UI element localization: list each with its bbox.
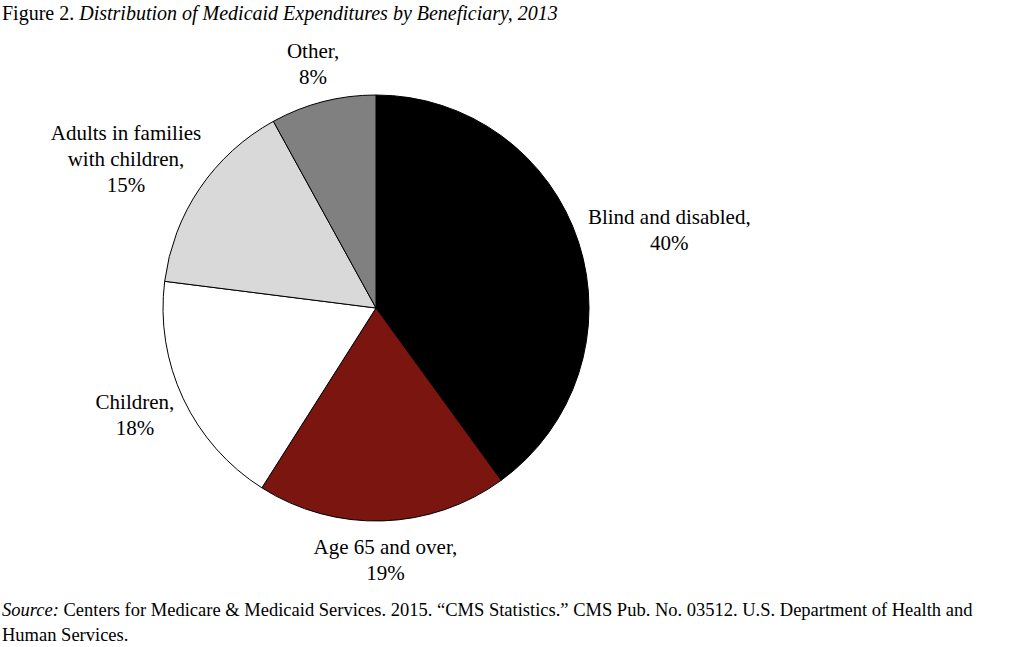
category-label: with children, — [68, 147, 185, 171]
category-label: Blind and disabled, — [588, 205, 751, 229]
source-note: Source: Centers for Medicare & Medicaid … — [2, 598, 1002, 647]
slice-label: Adults in familieswith children,15% — [51, 121, 202, 197]
slice-label: Children,18% — [96, 390, 175, 440]
slice-label: Other,8% — [287, 39, 339, 89]
slice-label: Age 65 and over,19% — [313, 535, 457, 585]
labels: Blind and disabled,40% Age 65 and over,19… — [51, 39, 751, 585]
value-label: 15% — [107, 173, 145, 197]
value-label: 19% — [366, 561, 405, 585]
slices — [163, 95, 589, 521]
title-main: Distribution of Medicaid Expenditures by… — [79, 2, 558, 24]
pie-slice — [273, 95, 376, 308]
source-text: Centers for Medicare & Medicaid Services… — [2, 600, 972, 645]
pie-chart: Blind and disabled,40% Age 65 and over,19… — [0, 0, 1024, 590]
chart-title: Figure 2. Distribution of Medicaid Expen… — [2, 2, 558, 25]
category-label: Other, — [287, 39, 339, 63]
title-prefix: Figure 2. — [2, 2, 79, 24]
value-label: 8% — [299, 65, 327, 89]
value-label: 40% — [650, 231, 689, 255]
pie-slice — [163, 281, 376, 488]
category-label: Age 65 and over, — [313, 535, 457, 559]
category-label: Children, — [96, 390, 175, 414]
source-label: Source: — [2, 600, 59, 620]
slice-label: Blind and disabled,40% — [588, 205, 751, 255]
value-label: 18% — [116, 416, 155, 440]
category-label: Adults in families — [51, 121, 202, 145]
